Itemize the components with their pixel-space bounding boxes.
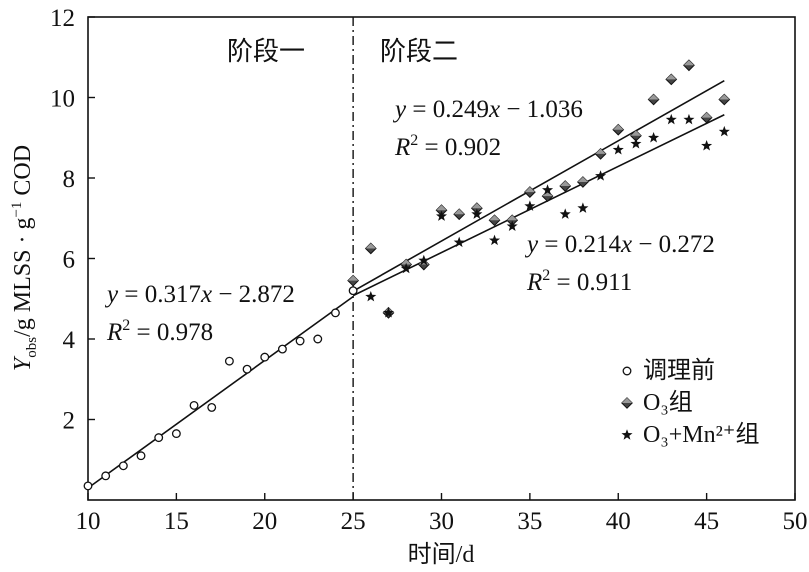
point-o3	[665, 73, 678, 86]
fit-r2-o3: R2 = 0.902	[394, 132, 501, 161]
fit-equation-o3-mn: y = 0.214x − 0.272	[524, 231, 715, 258]
point-o3	[647, 93, 660, 106]
point-raw	[260, 352, 270, 362]
point-raw	[171, 429, 181, 439]
point-o3	[347, 274, 360, 287]
point-raw	[331, 308, 340, 318]
y-tick-label: 12	[50, 5, 75, 32]
point-o3-mn	[435, 210, 448, 221]
x-tick-label: 35	[517, 508, 542, 535]
point-o3-mn	[542, 184, 554, 195]
legend: 调理前 O₃组 O₃+Mn²⁺组	[621, 357, 759, 448]
point-raw	[295, 336, 305, 346]
point-o3-mn	[718, 125, 730, 137]
x-axis: 10 15 20 25 30 35 40 45 50	[76, 493, 808, 535]
legend-label-raw: 调理前	[643, 357, 715, 384]
point-raw	[277, 344, 287, 354]
point-o3-mn	[665, 113, 677, 125]
point-o3-mn	[418, 254, 430, 266]
x-tick-label: 20	[252, 508, 277, 535]
point-o3	[576, 176, 589, 188]
point-o3-mn	[683, 113, 695, 125]
point-raw	[313, 334, 323, 344]
point-raw	[83, 481, 93, 491]
point-raw	[242, 364, 252, 374]
y-tick-label: 10	[50, 86, 75, 113]
point-o3-mn	[471, 208, 483, 219]
y-tick-label: 2	[63, 408, 76, 435]
point-raw	[154, 433, 164, 443]
fit-line-2	[352, 114, 725, 297]
y-tick-label: 8	[63, 166, 76, 193]
point-raw	[101, 471, 111, 481]
legend-diamond-icon	[621, 397, 633, 409]
x-axis-label: 时间/d	[408, 541, 475, 568]
point-raw	[136, 451, 146, 461]
point-o3-mn	[489, 234, 501, 246]
point-o3-mn	[524, 200, 536, 211]
point-o3-mn	[365, 290, 377, 302]
point-o3	[612, 123, 625, 136]
point-o3-mn	[382, 307, 394, 318]
stage-two-label: 阶段二	[380, 37, 458, 66]
point-o3	[364, 242, 377, 255]
x-tick-label: 50	[783, 508, 808, 535]
point-o3-mn	[612, 144, 624, 155]
data-markers	[83, 59, 731, 491]
legend-marker-circle	[622, 366, 632, 376]
fit-r2-stage-one: R2 = 0.978	[106, 317, 213, 346]
point-o3	[488, 214, 501, 227]
fit-line-1	[352, 79, 725, 292]
x-tick-label: 40	[606, 508, 631, 535]
y-tick-label: 4	[63, 327, 76, 354]
x-tick-label: 30	[429, 508, 454, 535]
legend-label-o3-mn: O₃+Mn²⁺组	[643, 421, 759, 448]
point-o3	[683, 59, 695, 72]
point-raw	[348, 286, 358, 296]
stage-one-label: 阶段一	[227, 37, 305, 66]
point-o3-mn	[648, 131, 660, 143]
point-o3	[523, 186, 536, 198]
point-raw	[207, 402, 217, 412]
y-axis-label: Yobs/g MLSS · g−1 COD	[9, 145, 40, 371]
point-raw	[189, 400, 199, 410]
fit-lines	[87, 79, 725, 489]
legend-circle-icon	[622, 366, 632, 376]
point-o3-mn	[630, 137, 642, 149]
x-tick-label: 45	[694, 508, 719, 535]
point-o3-mn	[400, 262, 412, 274]
point-raw	[118, 461, 128, 471]
point-o3	[541, 190, 554, 203]
x-tick-label: 10	[76, 508, 101, 535]
point-o3-mn	[577, 202, 589, 213]
point-o3	[700, 111, 713, 124]
y-axis: 2 4 6 8 10 12	[50, 5, 95, 435]
legend-marker-star	[621, 429, 633, 440]
point-raw	[224, 356, 234, 366]
point-o3	[559, 180, 572, 192]
fit-line-0	[87, 295, 354, 489]
x-tick-label: 15	[164, 508, 189, 535]
point-o3-mn	[506, 220, 518, 231]
legend-star-icon	[621, 429, 633, 440]
point-o3	[453, 208, 466, 221]
point-o3-mn	[701, 140, 713, 151]
legend-label-o3: O₃组	[643, 389, 693, 416]
point-o3	[594, 147, 607, 160]
point-o3-mn	[595, 170, 607, 181]
legend-marker-diamond	[621, 397, 633, 409]
fit-equation-o3: y = 0.249x − 1.036	[392, 96, 583, 123]
point-o3-mn	[559, 208, 571, 219]
fit-equation-stage-one: y = 0.317x − 2.872	[104, 281, 295, 308]
point-o3-mn	[453, 236, 465, 248]
x-tick-label: 25	[341, 508, 366, 535]
point-o3	[718, 93, 731, 106]
y-tick-label: 6	[63, 247, 76, 274]
fit-r2-o3-mn: R2 = 0.911	[526, 267, 632, 296]
